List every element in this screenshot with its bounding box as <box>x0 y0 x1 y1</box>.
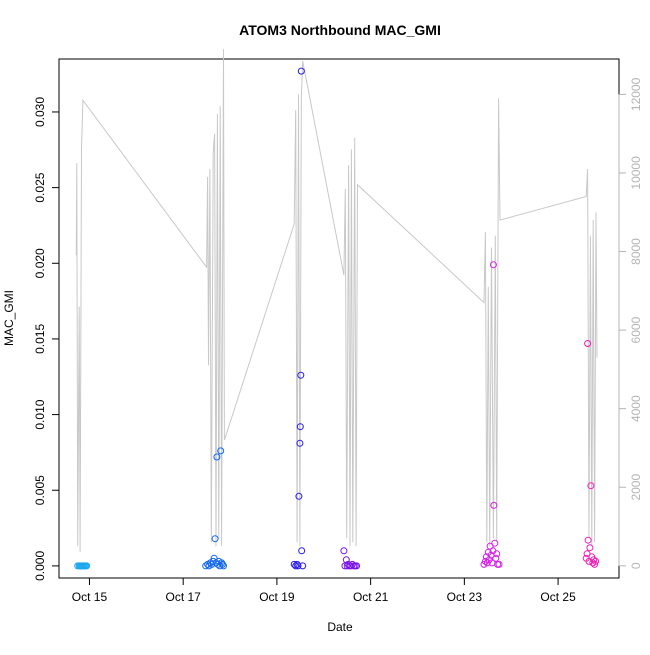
data-point <box>294 562 302 570</box>
chart-title: ATOM3 Northbound MAC_GMI <box>239 22 441 38</box>
data-point <box>492 554 500 562</box>
data-point <box>299 562 307 570</box>
data-point <box>83 562 91 570</box>
x-tick-label: Oct 25 <box>540 590 576 604</box>
y2-tick-label: 12000 <box>629 77 643 111</box>
data-point <box>584 536 592 544</box>
x-tick-label: Oct 23 <box>447 590 483 604</box>
data-point <box>220 562 227 570</box>
data-point <box>292 562 300 570</box>
data-point <box>217 447 225 455</box>
data-point <box>353 562 361 570</box>
y-tick-label: 0.025 <box>33 172 47 202</box>
y2-tick-label: 4000 <box>629 395 643 422</box>
y2-tick-label: 8000 <box>629 238 643 265</box>
y-tick-label: 0.010 <box>33 399 47 429</box>
y-tick-label: 0.015 <box>33 324 47 354</box>
data-point <box>297 371 305 379</box>
data-point <box>584 340 592 347</box>
data-point <box>491 539 499 547</box>
x-tick-label: Oct 15 <box>72 590 108 604</box>
data-point <box>296 423 304 431</box>
data-point <box>297 67 305 75</box>
series-line <box>75 49 598 553</box>
data-point <box>490 501 498 509</box>
y2-tick-label: 10000 <box>629 156 643 190</box>
x-axis-label: Date <box>327 620 353 634</box>
data-point <box>295 492 303 500</box>
y-tick-label: 0.000 <box>33 551 47 581</box>
data-point <box>340 547 348 555</box>
data-point <box>591 560 599 568</box>
data-point <box>586 544 594 552</box>
plot-area <box>58 58 620 579</box>
data-point <box>296 439 304 447</box>
data-point <box>298 547 306 555</box>
data-point <box>587 482 595 490</box>
x-tick-label: Oct 17 <box>166 590 202 604</box>
data-point <box>590 556 598 564</box>
data-point <box>211 535 219 543</box>
data-point <box>495 560 503 568</box>
y-tick-label: 0.005 <box>33 475 47 505</box>
data-point <box>481 557 489 565</box>
y-tick-label: 0.030 <box>33 97 47 127</box>
data-point <box>592 557 600 565</box>
axis-layer: Oct 15 Oct 17 Oct 19 Oct 21 Oct 23 Oct 25 0.00… <box>33 77 643 604</box>
data-point <box>213 453 221 461</box>
data-point <box>290 560 298 568</box>
data-point <box>493 550 501 558</box>
y2-tick-label: 6000 <box>629 316 643 343</box>
point-layer <box>74 67 600 570</box>
data-point <box>489 261 497 269</box>
data-point <box>210 554 218 562</box>
y2-tick-label: 2000 <box>629 474 643 501</box>
y2-tick-label: 0 <box>629 562 643 569</box>
line-layer <box>75 49 598 553</box>
y-tick-label: 0.020 <box>33 248 47 278</box>
x-tick-label: Oct 21 <box>353 590 389 604</box>
data-point <box>219 560 226 568</box>
x-tick-label: Oct 19 <box>259 590 295 604</box>
y-axis-label: MAC_GMI <box>2 290 16 346</box>
